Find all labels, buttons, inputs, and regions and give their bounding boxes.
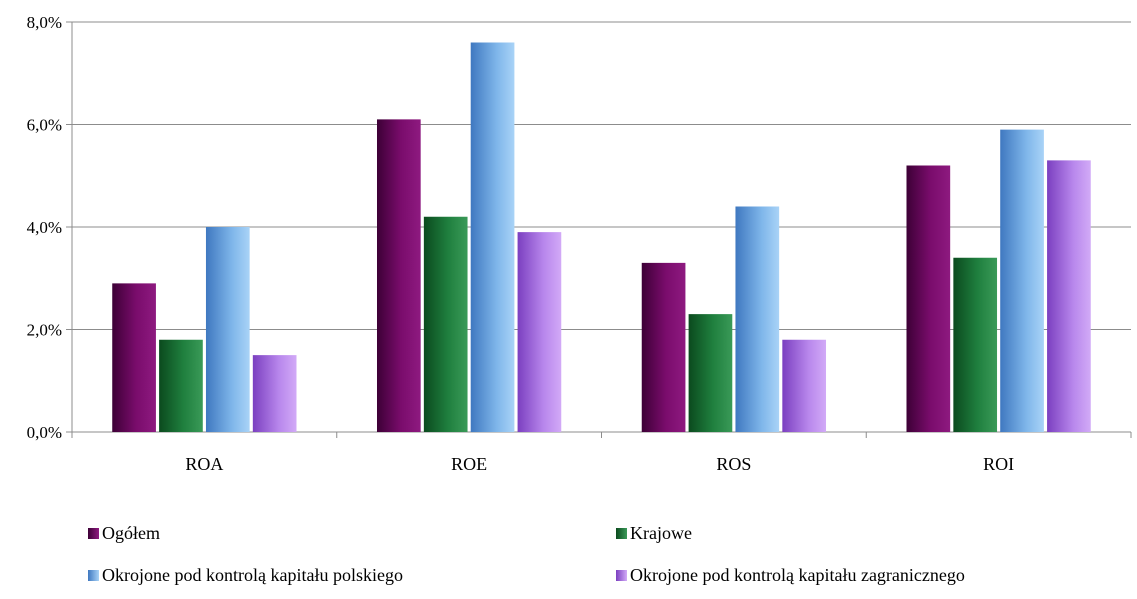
- y-tick-label: 0,0%: [27, 423, 62, 442]
- bar-chart: 0,0% 2,0% 4,0% 6,0% 8,0% ROA ROE ROS ROI: [27, 13, 1132, 474]
- legend-swatch-2: [616, 528, 627, 539]
- x-category-label: ROI: [983, 454, 1014, 474]
- y-tick-label: 8,0%: [27, 13, 62, 32]
- bar-roi-series-4: [1047, 160, 1091, 432]
- legend-label-3: Okrojone pod kontrolą kapitału polskiego: [102, 565, 403, 585]
- x-category-label: ROS: [716, 454, 751, 474]
- legend-label-2: Krajowe: [630, 523, 692, 543]
- legend-swatch-4: [616, 570, 627, 581]
- bar-roi-series-2: [953, 257, 998, 432]
- bar-roe-series-2: [423, 216, 468, 432]
- bar-ros-series-2: [688, 314, 733, 432]
- bars: [112, 42, 1091, 432]
- legend-label-4: Okrojone pod kontrolą kapitału zagranicz…: [630, 565, 965, 585]
- bar-roe-series-4: [517, 232, 562, 432]
- bar-roa-series-2: [159, 339, 203, 432]
- legend-item-3: Okrojone pod kontrolą kapitału polskiego: [88, 565, 403, 586]
- bar-ros-series-1: [641, 262, 686, 432]
- legend-item-2: Krajowe: [616, 523, 692, 544]
- bar-ros-series-4: [782, 339, 827, 432]
- legend-swatch-3: [88, 570, 99, 581]
- legend-item-1: Ogółem: [88, 523, 160, 544]
- bar-roa-series-1: [112, 283, 156, 432]
- y-tick-label: 2,0%: [27, 321, 62, 340]
- bar-roa-series-3: [205, 227, 250, 432]
- bar-roe-series-3: [470, 42, 515, 432]
- y-tick-label: 4,0%: [27, 218, 62, 237]
- y-tick-label: 6,0%: [27, 116, 62, 135]
- legend-label-1: Ogółem: [102, 523, 160, 543]
- bar-roi-series-3: [1000, 129, 1044, 432]
- bar-roe-series-1: [376, 119, 421, 432]
- legend-item-4: Okrojone pod kontrolą kapitału zagranicz…: [616, 565, 965, 586]
- bar-roi-series-1: [906, 165, 951, 432]
- x-category-label: ROA: [185, 454, 223, 474]
- legend-swatch-1: [88, 528, 99, 539]
- bar-roa-series-4: [252, 355, 297, 432]
- axis-labels: 0,0% 2,0% 4,0% 6,0% 8,0% ROA ROE ROS ROI: [27, 13, 1015, 474]
- legend: Ogółem Krajowe Okrojone pod kontrolą kapit…: [88, 523, 1128, 593]
- bar-ros-series-3: [735, 206, 780, 432]
- x-category-label: ROE: [451, 454, 487, 474]
